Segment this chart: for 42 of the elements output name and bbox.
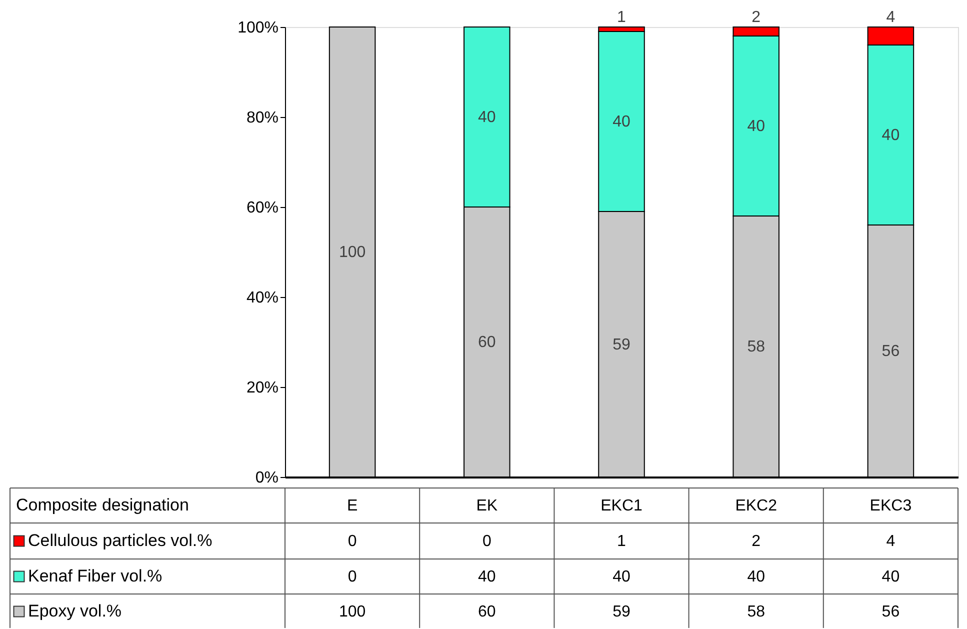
annotation: 40: [747, 118, 766, 135]
x-tick-label: EK: [476, 498, 498, 514]
text: 2: [752, 9, 761, 26]
y-tick-label: 60%: [246, 200, 278, 216]
legend-label: Cellulous particles vol.%: [28, 531, 212, 550]
data-label: 40: [612, 568, 630, 586]
data-label: 4: [886, 533, 896, 550]
annotation: 40: [882, 127, 900, 144]
x-tick-label: EKC2: [735, 498, 778, 514]
y-tick-label: 0%: [255, 470, 278, 486]
data-label: 40: [478, 568, 496, 586]
data-label: 60: [478, 604, 496, 620]
data-label: 0: [348, 533, 357, 550]
data-label: 40: [747, 568, 766, 586]
data-label: 1: [617, 533, 626, 550]
y-tick-label: 80%: [246, 110, 278, 126]
legend-label: Kenaf Fiber vol.%: [28, 566, 162, 586]
annotation: 40: [478, 109, 496, 126]
data-label: 58: [747, 604, 766, 620]
annotation: 40: [612, 114, 630, 130]
x-tick-label: EKC1: [600, 498, 642, 514]
y-tick-label: 20%: [246, 380, 278, 396]
annotation: 100: [338, 244, 366, 261]
annotation: 59: [612, 336, 630, 354]
annotation: 58: [747, 338, 766, 356]
data-label: 40: [882, 568, 900, 586]
legend-label: Epoxy vol.%: [28, 602, 122, 620]
x-tick-label: E: [346, 498, 358, 514]
y-tick-label: 40%: [246, 290, 278, 306]
annotation: 60: [478, 334, 496, 351]
data-label: 56: [882, 604, 900, 620]
text: 4: [886, 9, 896, 26]
data-label: 100: [338, 604, 366, 620]
x-tick-label: EKC3: [870, 498, 912, 514]
text: 1: [617, 9, 626, 26]
annotation: 56: [882, 343, 900, 360]
data-label: 2: [752, 533, 761, 550]
data-label: 59: [612, 604, 630, 620]
data-label: 0: [482, 533, 492, 550]
y-tick-label: 100%: [238, 20, 278, 36]
data-label: 0: [348, 568, 357, 586]
legend-title: Composite designation: [16, 496, 189, 514]
